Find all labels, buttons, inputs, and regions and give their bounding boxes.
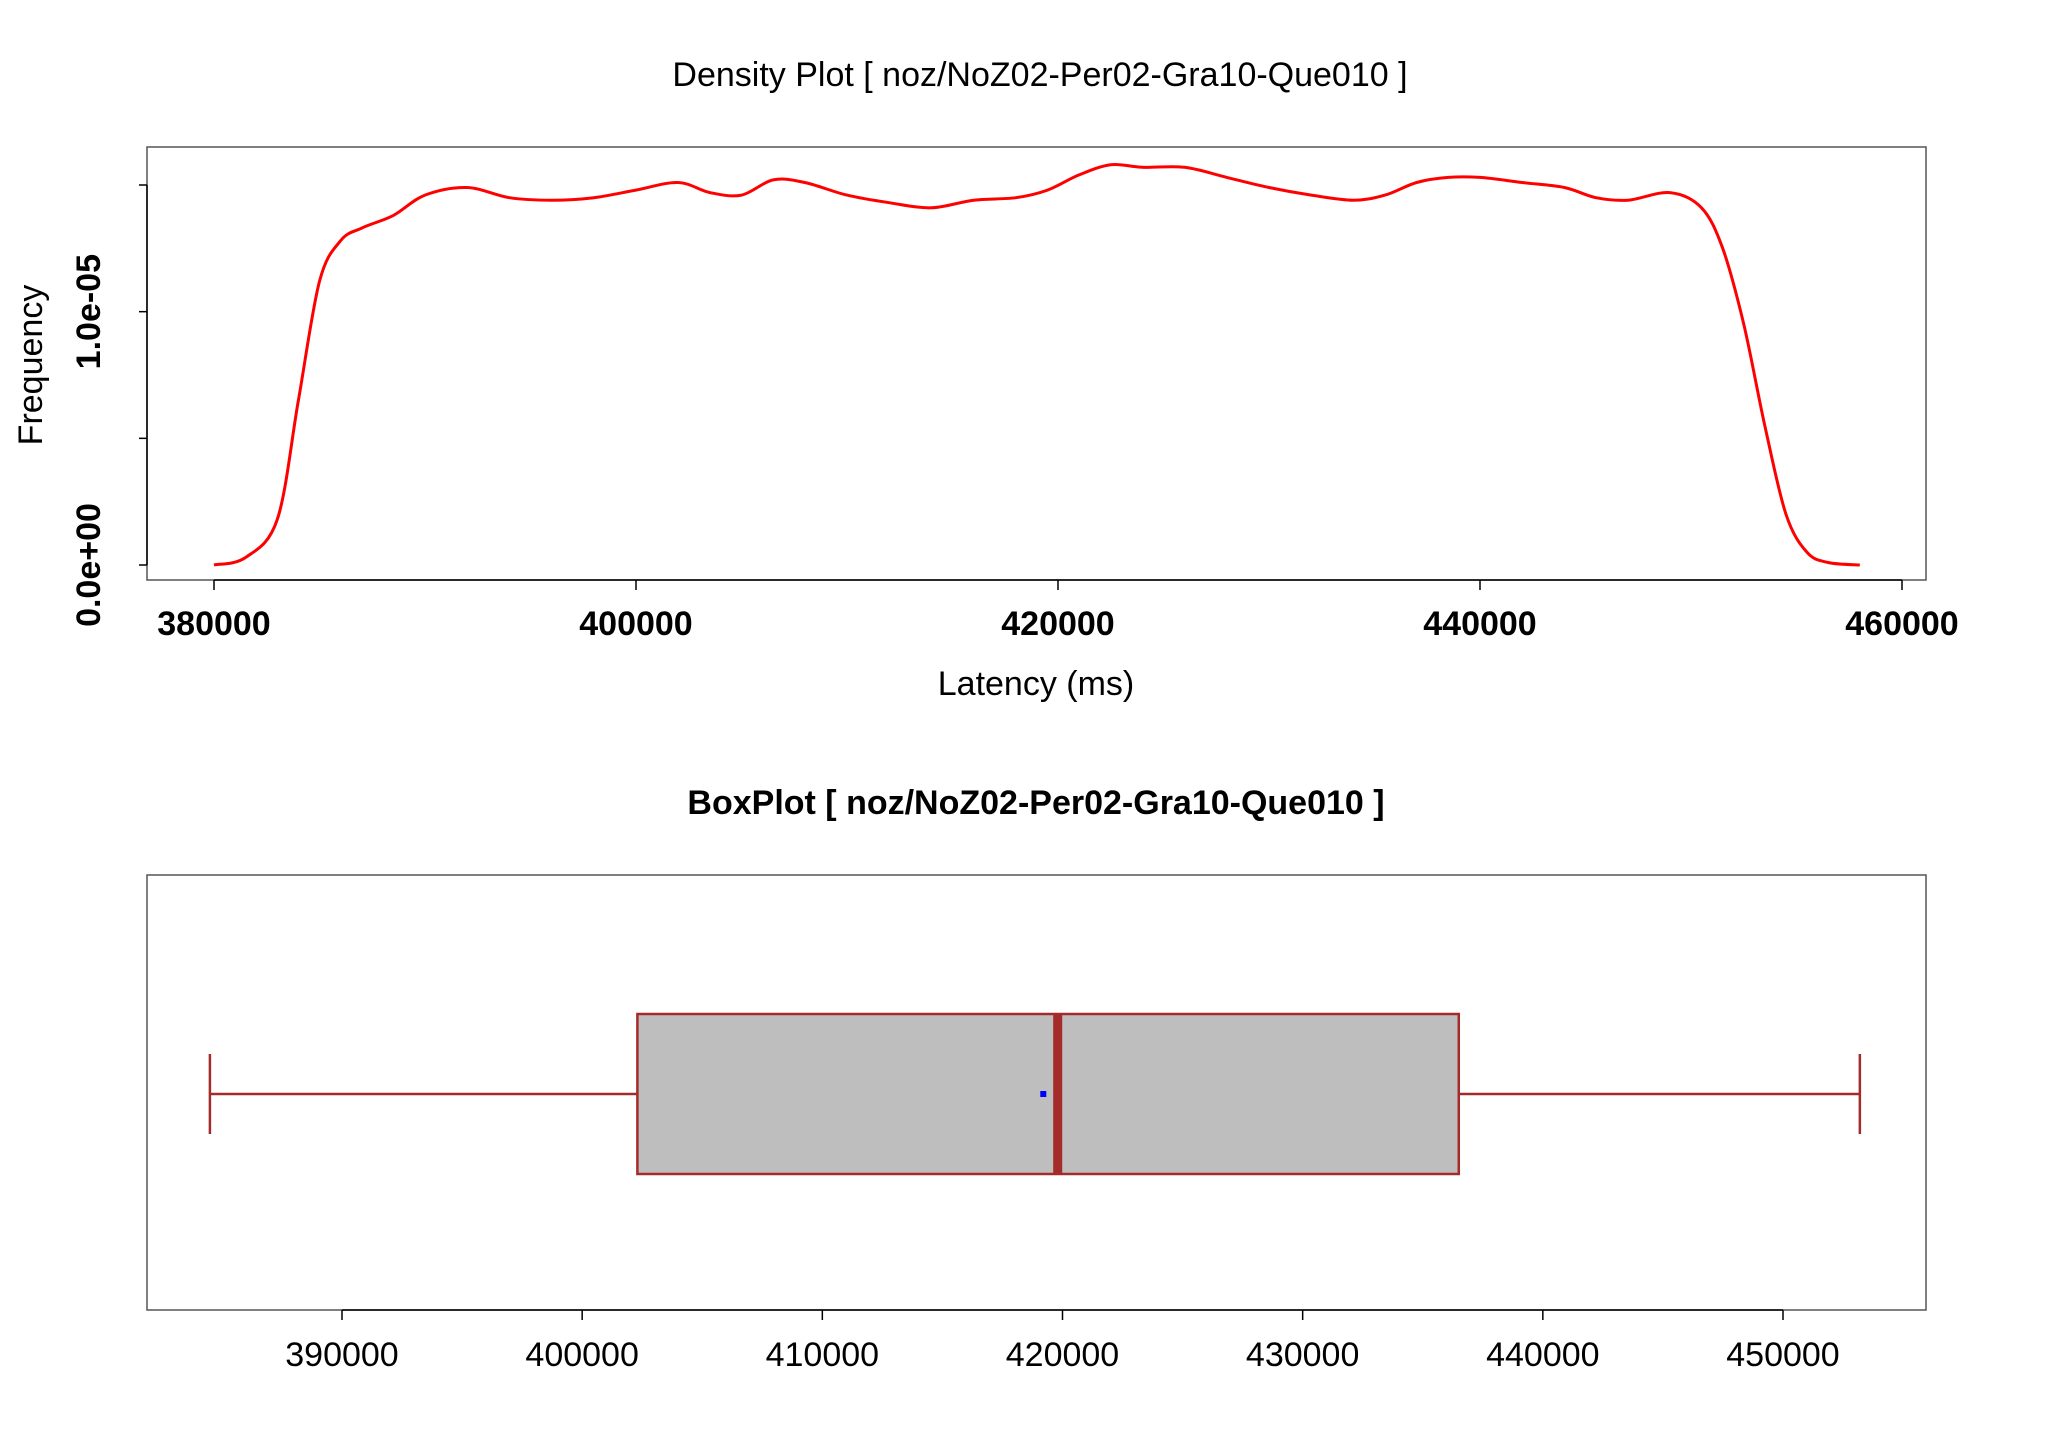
- interquartile-box: [636, 1012, 1461, 1176]
- density-y-ticks: 0.0e+00 1.0e-05: [70, 184, 147, 627]
- density-x-tick-label: 460000: [1845, 605, 1958, 643]
- density-x-tick-label: 400000: [579, 605, 692, 643]
- box-title: BoxPlot [ noz/NoZ02-Per02-Gra10-Que010 ]: [687, 784, 1384, 822]
- mean-marker: [1040, 1091, 1047, 1097]
- box-x-tick-label: 440000: [1486, 1336, 1599, 1374]
- box-x-tick-label: 390000: [285, 1336, 398, 1374]
- density-curve: [213, 162, 1860, 567]
- density-frame: [146, 146, 1927, 581]
- box-plot: BoxPlot [ noz/NoZ02-Per02-Gra10-Que010 ]…: [146, 784, 1927, 1374]
- box-x-tick-label: 410000: [766, 1336, 879, 1374]
- density-x-tick-label: 440000: [1423, 605, 1536, 643]
- density-x-ticks: 380000 400000 420000 440000 460000: [157, 580, 1959, 643]
- box-x-tick-label: 400000: [525, 1336, 638, 1374]
- density-x-label: Latency (ms): [938, 665, 1135, 703]
- box-x-tick-label: 420000: [1006, 1336, 1119, 1374]
- density-y-tick-label: 1.0e-05: [70, 254, 108, 369]
- density-y-tick-label: 0.0e+00: [70, 503, 108, 627]
- box-x-tick-label: 430000: [1246, 1336, 1359, 1374]
- box-x-ticks: 390000 400000 410000 420000 430000 440000 4500…: [285, 1310, 1840, 1374]
- density-y-label: Frequency: [12, 285, 50, 446]
- box-elements: [208, 1012, 1862, 1176]
- density-plot: Density Plot [ noz/NoZ02-Per02-Gra10-Que…: [12, 56, 1959, 703]
- box-x-tick-label: 450000: [1726, 1336, 1839, 1374]
- density-x-tick-label: 380000: [157, 605, 270, 643]
- density-title: Density Plot [ noz/NoZ02-Per02-Gra10-Que…: [672, 56, 1407, 94]
- density-x-tick-label: 420000: [1001, 605, 1114, 643]
